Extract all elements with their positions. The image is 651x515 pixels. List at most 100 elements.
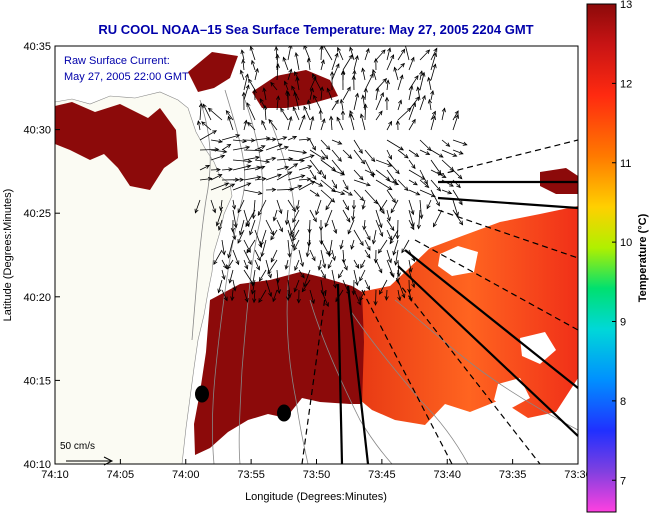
current-vector (221, 269, 225, 280)
current-vector (268, 119, 278, 131)
current-vector (342, 249, 345, 263)
current-vector-head (215, 221, 220, 227)
current-vector (327, 88, 333, 101)
current-vector (254, 68, 258, 81)
current-vector (386, 80, 389, 91)
current-vector-head (363, 103, 368, 109)
current-vector (325, 209, 333, 227)
current-vector (292, 229, 300, 241)
current-vector (220, 199, 223, 211)
current-vector-head (390, 273, 395, 278)
current-label: Raw Surface Current: (64, 55, 170, 67)
current-vector (298, 155, 315, 161)
current-vector-head (340, 110, 346, 115)
current-vector (303, 106, 311, 121)
current-vector-head (416, 86, 421, 92)
current-vector-head (336, 116, 341, 122)
current-vector-head (458, 220, 464, 226)
current-vector-head (221, 250, 226, 256)
vector-scale-label: 50 cm/s (60, 441, 95, 452)
current-vector-head (391, 198, 396, 204)
current-vector (243, 149, 263, 151)
current-vector-head (248, 78, 253, 84)
current-vector-head (382, 78, 388, 83)
current-vector-head (360, 159, 366, 165)
current-vector (287, 175, 305, 181)
current-vector-head (262, 87, 267, 92)
current-vector-head (201, 121, 206, 126)
y-axis-label: Latitude (Degrees:Minutes) (2, 189, 14, 322)
current-vector-head (289, 187, 295, 192)
current-vector (232, 199, 236, 210)
current-vector (379, 279, 388, 295)
current-vector-head (223, 296, 228, 302)
current-vector (362, 95, 366, 111)
current-vector (232, 159, 252, 162)
current-vector (228, 239, 234, 258)
current-vector (364, 279, 370, 290)
current-vector (362, 199, 366, 210)
current-vector-head (410, 225, 415, 231)
current-vector-head (410, 56, 415, 62)
current-vector (320, 87, 323, 101)
current-vector-head (310, 115, 315, 121)
current-vector-head (431, 110, 436, 116)
current-vector (243, 120, 247, 131)
current-vector-head (377, 248, 383, 254)
current-vector (287, 46, 292, 61)
current-vector (270, 82, 278, 91)
current-vector-head (401, 293, 406, 299)
current-vector-head (239, 177, 245, 182)
vector-scale-arrow (66, 456, 114, 466)
current-vector (295, 52, 300, 71)
current-vector-head (310, 180, 316, 185)
current-vector-head (438, 153, 444, 158)
current-vector (364, 249, 371, 259)
current-vector-head (363, 87, 368, 93)
current-vector (270, 249, 278, 263)
current-vector-head (279, 227, 283, 233)
current-vector-head (218, 139, 224, 144)
current-vector (353, 189, 364, 201)
current-vector-head (400, 62, 405, 68)
current-vector (397, 279, 405, 298)
current-vector (232, 229, 236, 240)
current-vector (221, 134, 240, 141)
current-vector (419, 189, 436, 197)
current-vector (452, 199, 459, 216)
current-vector-head (282, 136, 288, 141)
current-vector (320, 118, 325, 131)
current-vector-head (372, 68, 376, 74)
current-vector (254, 229, 262, 248)
current-vector-head (260, 145, 266, 150)
current-vector-head (406, 107, 412, 112)
current-vector-head (220, 154, 226, 159)
current-vector (276, 96, 279, 111)
current-vector-head (399, 146, 405, 151)
current-vector (342, 54, 353, 71)
current-vector (364, 169, 375, 176)
current-vector-head (301, 114, 306, 120)
current-vector (197, 120, 201, 131)
current-vector (353, 169, 364, 181)
current-vector-head (339, 244, 344, 250)
current-vector-head (411, 164, 416, 170)
current-vector (303, 269, 311, 287)
current-vector-head (255, 155, 261, 160)
current-vector (294, 92, 300, 111)
current-vector-head (435, 201, 440, 207)
current-vector (364, 104, 366, 121)
transect-lines (336, 180, 578, 464)
current-vector (386, 169, 397, 184)
current-vector (294, 71, 300, 81)
current-vector (309, 139, 316, 151)
current-vector (408, 119, 416, 131)
current-vector-head (275, 95, 281, 101)
current-vector-head (458, 200, 463, 206)
current-vector (276, 166, 289, 171)
current-vector (386, 259, 395, 278)
current-vector-head (312, 217, 317, 223)
current-vector-head (268, 292, 273, 298)
current-vector-head (294, 71, 299, 76)
